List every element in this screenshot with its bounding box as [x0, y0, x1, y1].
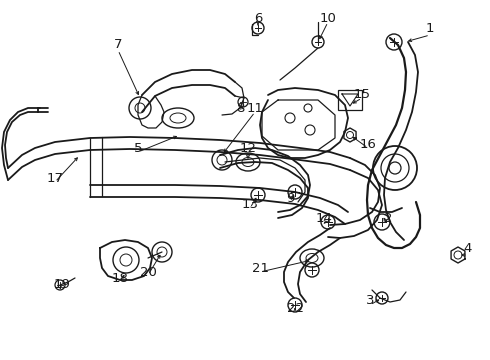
Text: 10: 10 [319, 12, 337, 24]
Text: 22: 22 [287, 302, 303, 315]
Text: 2: 2 [384, 211, 392, 225]
Text: 1: 1 [426, 22, 434, 35]
Text: 6: 6 [254, 12, 262, 24]
Text: 12: 12 [240, 141, 256, 154]
Text: 9: 9 [286, 192, 294, 204]
Text: 15: 15 [353, 89, 370, 102]
Text: 18: 18 [112, 271, 128, 284]
Text: 14: 14 [316, 211, 332, 225]
Text: 11: 11 [246, 102, 264, 114]
Text: 8: 8 [236, 102, 244, 114]
Bar [338, 90, 362, 110]
Text: 20: 20 [140, 266, 156, 279]
Text: 4: 4 [464, 242, 472, 255]
Text: 3: 3 [366, 293, 374, 306]
Text: 21: 21 [251, 261, 269, 274]
Text: 17: 17 [47, 171, 64, 184]
Text: 16: 16 [360, 139, 376, 152]
Text: 13: 13 [242, 198, 259, 211]
Text: 19: 19 [53, 279, 71, 292]
Text: 5: 5 [134, 141, 142, 154]
Text: 7: 7 [114, 39, 122, 51]
